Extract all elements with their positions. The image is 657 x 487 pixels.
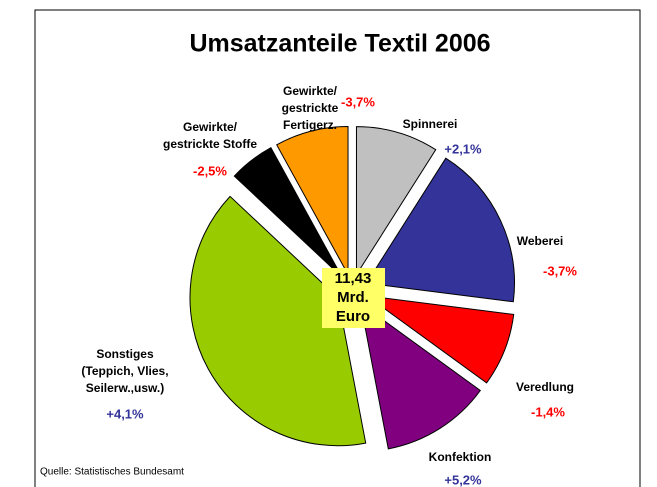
- slice-label: Weberei: [517, 234, 563, 248]
- pie-slice: [365, 157, 515, 303]
- change-label: -2,5%: [193, 163, 227, 178]
- center-box: [322, 268, 385, 328]
- change-label: +5,2%: [444, 472, 482, 487]
- change-label: -3,7%: [543, 263, 577, 278]
- pie-slice: [189, 195, 367, 447]
- slice-label: Konfektion: [429, 450, 492, 464]
- slice-label: Veredlung: [516, 380, 574, 394]
- slice-label: Spinnerei: [403, 117, 458, 131]
- source-note: Quelle: Statistisches Bundesamt: [40, 467, 184, 478]
- change-label: +2,1%: [444, 141, 482, 156]
- pie-slice: [366, 295, 515, 384]
- pie-slice: [276, 126, 349, 275]
- pie-slice: [233, 146, 343, 278]
- change-label: -1,4%: [531, 404, 565, 419]
- slice-label: Gewirkte/gestrickte Fertigerz.: [282, 84, 339, 132]
- center-label: 11,43 Mrd. Euro: [335, 270, 372, 325]
- slice-label: Sonstiges (Teppich, Vlies, Seilerw.,usw.): [81, 347, 168, 395]
- change-label: +4,1%: [106, 406, 144, 421]
- pie-slice: [359, 302, 482, 450]
- slice-label: Gewirkte/gestrickte Stoffe: [163, 120, 257, 151]
- chart-title: Umsatzanteile Textil 2006: [189, 30, 490, 58]
- pie-slice: [355, 126, 437, 277]
- change-label: -3,7%: [341, 94, 375, 109]
